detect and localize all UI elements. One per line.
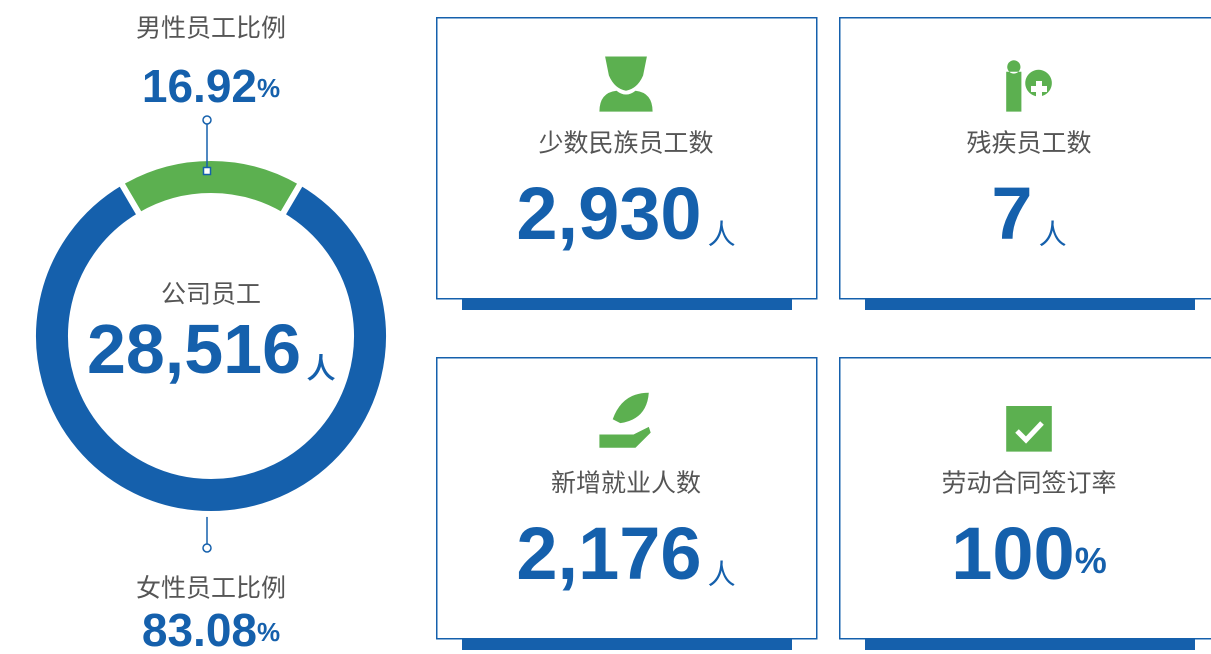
card-label: 残疾员工数	[966, 130, 1091, 158]
card-icon	[1006, 60, 1052, 112]
leader-dot	[202, 115, 212, 125]
unit: %	[257, 617, 280, 647]
card-bar	[865, 298, 1195, 310]
card-unit: 人	[708, 219, 736, 250]
male-label: 男性员工比例	[136, 15, 286, 43]
card-label: 劳动合同签订率	[941, 470, 1116, 498]
card-label: 少数民族员工数	[538, 130, 713, 158]
card-frame	[839, 357, 1211, 640]
card-value: 2,176 人	[516, 512, 735, 595]
male-percent: 16.92	[142, 60, 257, 112]
unit: %	[257, 73, 280, 103]
card-unit: 人	[1039, 219, 1067, 250]
center-unit: 人	[307, 353, 335, 384]
center-number: 28,516	[87, 310, 301, 388]
icon-check	[1015, 421, 1044, 444]
card-number: 7	[991, 172, 1032, 255]
center-value: 28,516 人	[87, 310, 335, 388]
card-value: 100%	[951, 512, 1106, 595]
leader-square	[202, 166, 212, 176]
donut-segment	[30, 178, 392, 517]
male-value: 16.92%	[142, 60, 280, 112]
card-icon	[599, 56, 653, 112]
card-number: 2,930	[516, 172, 701, 255]
card-number: 100	[951, 512, 1074, 595]
icon-plus	[1031, 81, 1047, 97]
card-frame	[839, 17, 1211, 300]
card-bar	[865, 638, 1195, 650]
card-unit: %	[1075, 540, 1107, 581]
card-bar	[462, 298, 792, 310]
card-label: 新增就业人数	[551, 470, 701, 498]
card-unit: 人	[708, 559, 736, 590]
female-label: 女性员工比例	[136, 575, 286, 603]
card-icon	[1006, 406, 1052, 452]
center-label: 公司员工	[161, 281, 261, 309]
female-percent: 83.08	[142, 604, 257, 654]
card-number: 2,176	[516, 512, 701, 595]
donut-segment	[116, 155, 306, 220]
card-bar	[462, 638, 792, 650]
leader-dot	[202, 543, 212, 553]
card-value: 2,930 人	[516, 172, 735, 255]
card-icon	[599, 392, 651, 448]
donut	[30, 155, 392, 517]
female-value: 83.08%	[142, 604, 280, 654]
